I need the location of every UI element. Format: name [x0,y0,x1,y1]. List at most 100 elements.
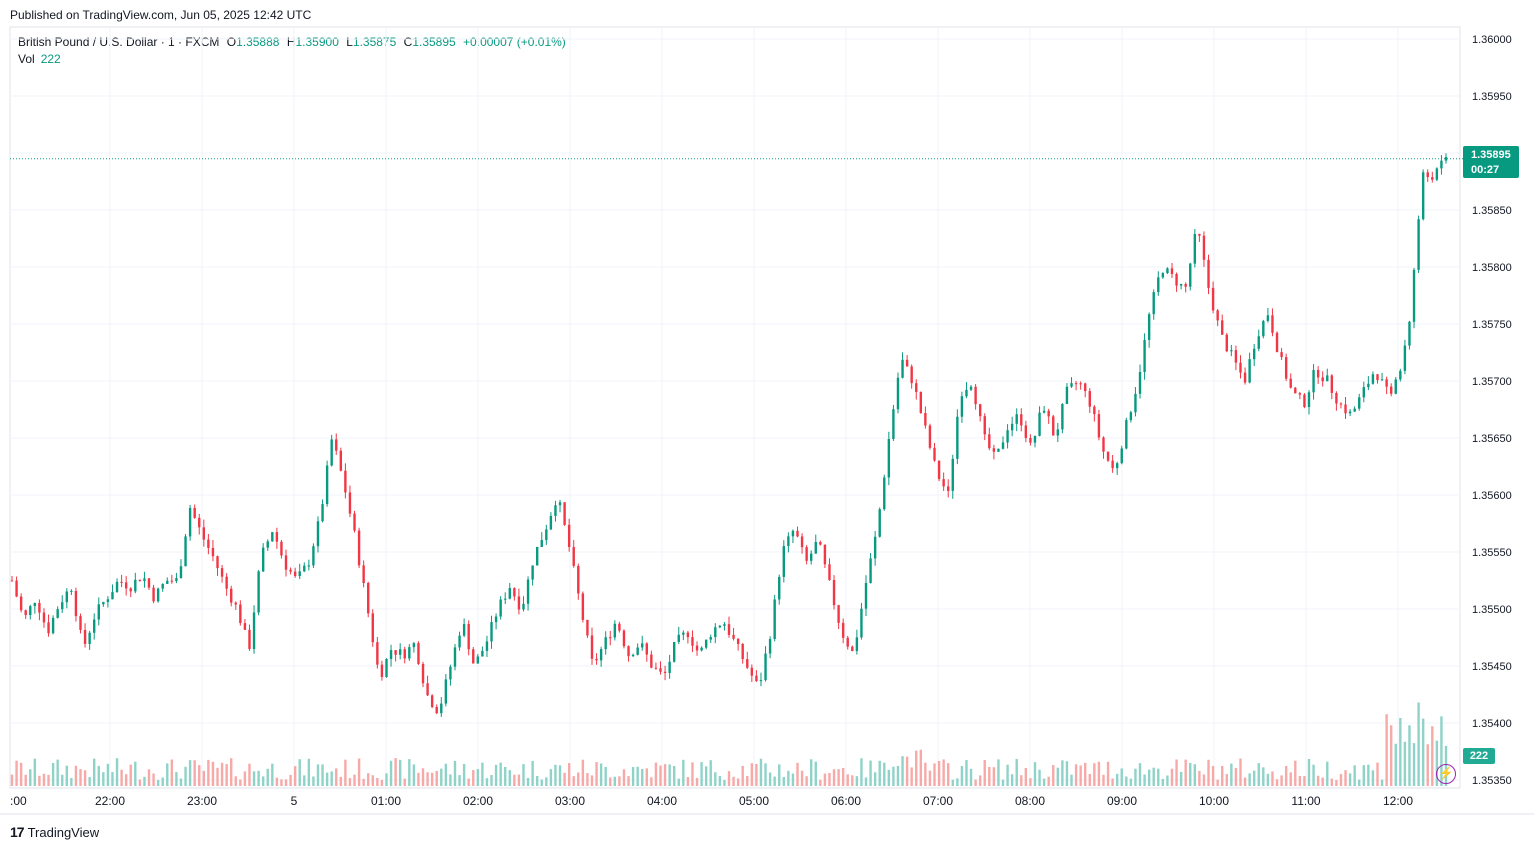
volume-bar [316,764,320,786]
volume-bar [677,778,680,786]
volume-bar [175,772,178,786]
candle-body [1106,451,1110,461]
volume-bar [435,770,438,786]
volume-bar [1084,762,1087,786]
candle-body [10,580,14,582]
candle-body [1344,404,1347,414]
candle-body [1147,314,1151,340]
volume-bar [883,762,886,786]
candle-body [549,515,553,530]
volume-bar [161,777,164,786]
x-tick-label: 04:00 [647,794,677,808]
candle-body [1321,377,1324,382]
vol-label[interactable]: Vol [18,52,35,66]
volume-bar [878,760,881,786]
candle-body [577,565,580,594]
candle-body [668,661,671,673]
candle-body [1289,378,1292,388]
volume-bar [1020,775,1023,786]
volume-bar [650,777,653,786]
candle-body [1088,391,1091,407]
candle-body [1052,416,1055,436]
volume-bar [243,771,247,786]
candle-body [1266,315,1270,321]
volume-bar [1321,777,1324,786]
volume-bar [860,758,863,786]
candle-body [956,416,959,459]
candle-body [170,580,174,582]
candle-body [1115,463,1119,469]
volume-bar [421,768,425,786]
volume-bar [1412,743,1416,786]
volume-bar [1024,767,1028,786]
volume-bar [764,763,767,786]
x-tick-label: 5 [291,794,298,808]
candle-body [517,596,521,610]
y-tick-label: 1.35600 [1472,490,1512,502]
candle-body [1371,374,1375,384]
volume-bar [618,776,621,786]
candle-body [467,624,470,650]
candle-body [248,629,251,650]
volume-bar [773,776,776,786]
candle-body [29,606,32,616]
lightning-icon[interactable]: ⚡ [1436,764,1456,784]
volume-bar [417,772,420,786]
volume-bar [65,765,69,786]
candle-body [266,541,269,548]
y-tick-label: 1.35850 [1472,205,1512,217]
volume-bar [106,763,110,786]
volume-bar [641,768,644,786]
volume-bar [198,765,201,786]
volume-bar [892,766,895,786]
candle-body [1033,435,1037,443]
bar-countdown: 00:27 [1471,164,1500,176]
candle-body [481,650,484,657]
candle-body [558,502,562,506]
volume-bar [462,763,466,786]
volume-bar [188,760,192,786]
candle-body [1179,283,1183,286]
candle-body [1120,448,1123,464]
volume-bar [307,758,311,786]
volume-bar [513,774,516,786]
candle-body [1129,412,1133,421]
volume-bar [631,767,635,786]
volume-bar [42,773,46,786]
candle-body [47,622,50,634]
volume-bar [353,774,356,786]
volume-bar [1440,716,1443,786]
candle-body [992,448,996,452]
volume-bar [1353,765,1356,786]
candle-body [1335,392,1338,404]
candle-body [389,650,393,659]
volume-bar [257,770,260,786]
volume-bar [873,772,877,786]
volume-bar [74,765,78,786]
y-tick-label: 1.35450 [1472,661,1512,673]
candle-body [1193,233,1197,264]
candle-body [1326,375,1329,382]
brand-footer[interactable]: 17 TradingView [10,824,99,840]
candle-body [353,513,356,531]
candle-body [572,547,575,566]
candle-body [695,645,699,651]
volume-bar [147,769,151,786]
volume-bar [1166,775,1169,786]
volume-bar [545,777,548,786]
volume-bar [572,776,575,786]
volume-bar [1047,776,1050,786]
volume-bar [376,777,379,786]
candle-body [636,647,639,655]
candle-body [102,601,105,605]
volume-bar [755,763,758,786]
volume-bar [1408,725,1411,786]
candle-body [759,680,763,682]
candle-body [700,647,703,651]
candle-body [522,603,525,610]
volume-bar [1234,768,1238,786]
volume-bar [956,778,959,786]
candle-body [1421,172,1425,220]
volume-bar [467,778,470,786]
